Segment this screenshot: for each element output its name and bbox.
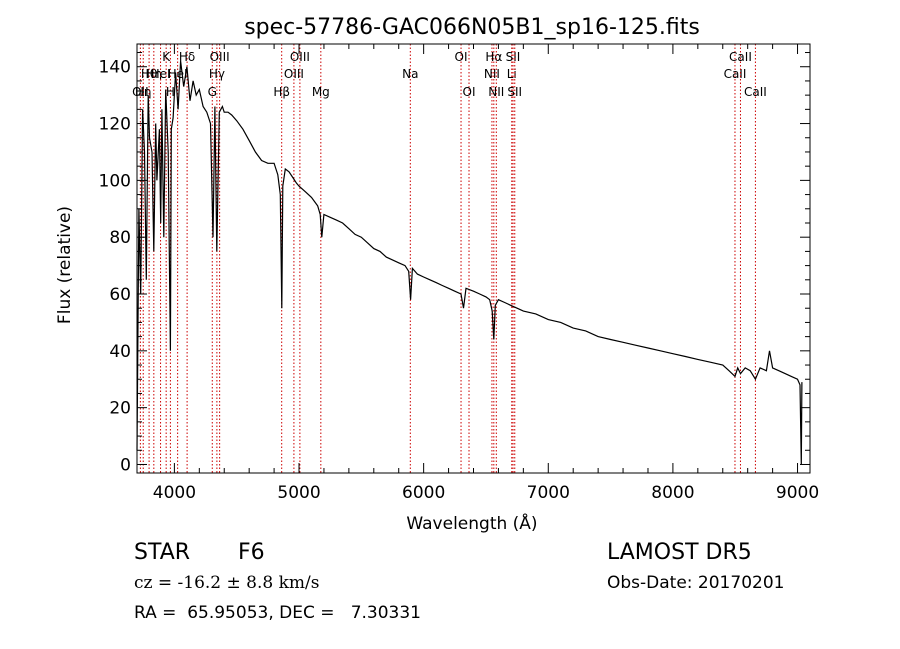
line-marker-label-19: NII [484, 67, 500, 81]
spectrum-series-line [136, 60, 803, 465]
observation-date: Obs-Date: 20170201 [607, 573, 785, 593]
line-marker-label-13: OIII [284, 67, 304, 81]
line-marker-label-18: OI [463, 85, 476, 99]
object-class: STAR [134, 540, 191, 565]
object-subclass: F6 [238, 540, 265, 565]
line-marker-label-27: CaII [744, 85, 767, 99]
x-tick-label-5: 9000 [776, 483, 819, 503]
line-marker-label-24: SII [507, 85, 522, 99]
y-tick-label-0: 0 [120, 455, 131, 475]
y-tick-label-7: 140 [99, 58, 131, 78]
y-axis-label: Flux (relative) [55, 206, 75, 324]
line-marker-label-15: Mg [312, 85, 330, 99]
y-tick-label-2: 40 [109, 342, 131, 362]
line-marker-label-25: CaII [724, 67, 747, 81]
line-marker-label-12: Hβ [273, 85, 290, 99]
line-marker-label-3: Hη [146, 67, 163, 81]
line-marker-label-8: Hδ [179, 50, 195, 64]
line-marker-label-5: K [162, 50, 171, 64]
x-axis-ticks: 4000 5000 6000 7000 8000 9000 [153, 44, 819, 503]
line-marker-label-23: SII [506, 50, 521, 64]
line-markers: OIIHηHθHηHeIKHHeIHδGHγOIIIHβOIIIOIIIMgNa… [132, 44, 767, 473]
line-marker-label-17: OI [455, 50, 468, 64]
survey-label: LAMOST DR5 [607, 540, 752, 565]
line-marker-label-6: H [166, 85, 175, 99]
line-marker-label-10: Hγ [209, 67, 225, 81]
line-marker-label-26: CaII [729, 50, 752, 64]
x-tick-label-2: 6000 [402, 483, 445, 503]
line-marker-label-2: Hθ [141, 67, 157, 81]
x-tick-label-4: 8000 [651, 483, 694, 503]
x-tick-label-1: 5000 [277, 483, 320, 503]
x-tick-label-3: 7000 [527, 483, 570, 503]
line-marker-label-14: OIII [290, 50, 310, 64]
line-marker-label-16: Na [402, 67, 418, 81]
y-axis-ticks: 0 20 40 60 80 100 120 140 [99, 52, 810, 475]
line-marker-label-9: G [208, 85, 217, 99]
plot-frame [136, 43, 811, 474]
y-tick-label-5: 100 [99, 171, 131, 191]
y-tick-label-4: 80 [109, 228, 131, 248]
y-tick-label-1: 20 [109, 399, 131, 419]
line-marker-label-4: HeI [151, 67, 171, 81]
line-marker-label-22: Li [507, 67, 517, 81]
redshift-line: cz = -16.2 ± 8.8 km/s [134, 573, 320, 593]
y-tick-label-6: 120 [99, 115, 131, 135]
line-marker-label-20: Hα [485, 50, 502, 64]
chart-title: spec-57786-GAC066N05B1_sp16-125.fits [244, 15, 700, 40]
x-axis-label: Wavelength (Å) [406, 512, 537, 534]
line-marker-label-21: NII [488, 85, 504, 99]
x-tick-label-0: 4000 [153, 483, 196, 503]
y-tick-label-3: 60 [109, 285, 131, 305]
line-marker-label-0: OII [132, 85, 149, 99]
line-marker-label-11: OIII [210, 50, 230, 64]
coordinates-line: RA = 65.95053, DEC = 7.30331 [134, 603, 421, 623]
